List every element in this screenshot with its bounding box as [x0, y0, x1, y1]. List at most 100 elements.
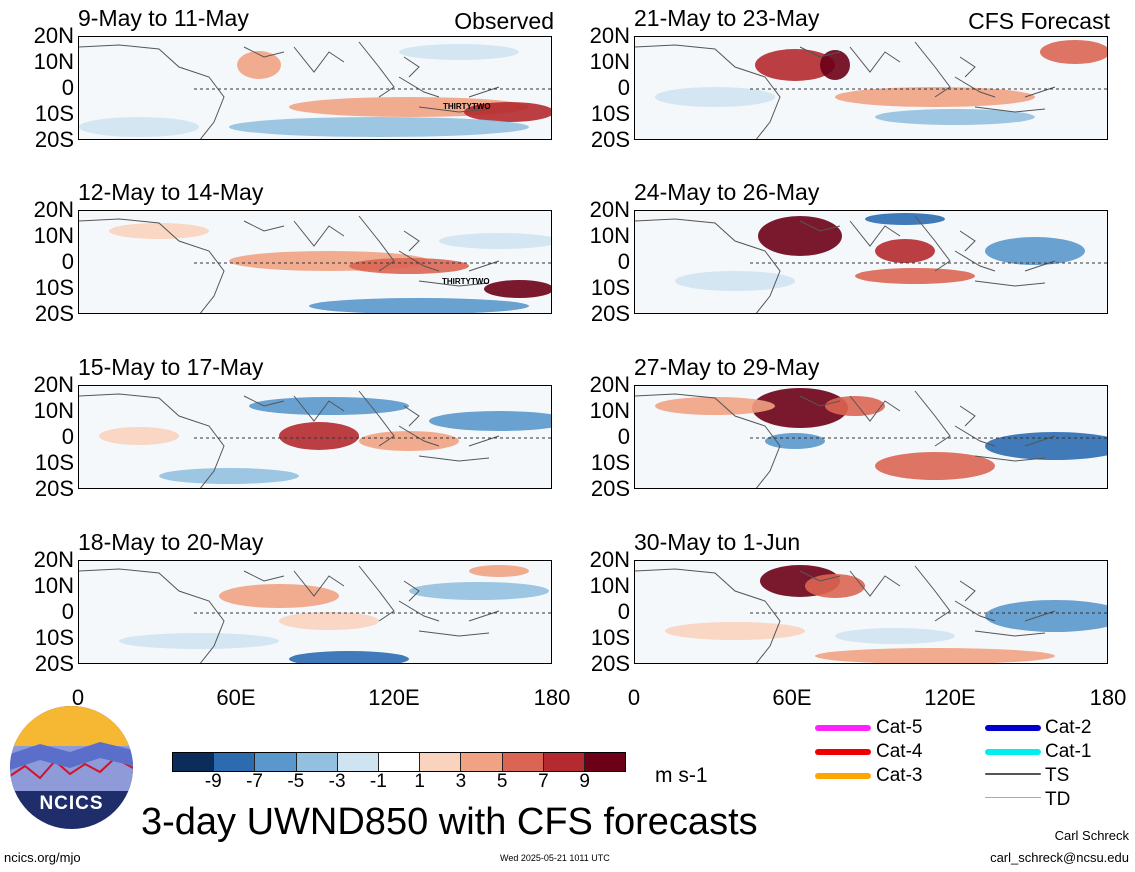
wind-anomaly-shape — [79, 117, 199, 137]
legend-label-ts: TS — [1045, 765, 1070, 786]
lat-label-left-2-0: 20N — [33, 197, 74, 222]
wind-anomaly-shape — [279, 612, 379, 630]
wind-anomaly-shape — [985, 237, 1085, 265]
lat-label-right-2-0: 20N — [589, 197, 630, 222]
wind-anomaly-shape — [409, 582, 549, 600]
map-panel-left-1 — [78, 36, 552, 140]
observed-tag: Observed — [454, 8, 554, 34]
lat-label-left-3-0: 20N — [33, 372, 74, 397]
wind-anomaly-shape — [484, 280, 551, 298]
legend-line-cat2 — [985, 725, 1041, 731]
colorbar-tick-label: 3 — [455, 771, 467, 792]
legend-label-cat3: Cat-3 — [876, 765, 923, 786]
legend-label-cat5: Cat-5 — [876, 717, 923, 738]
lon-label-left-120e: 120E — [368, 685, 420, 710]
colorbar-swatch — [461, 753, 503, 771]
legend-label-cat4: Cat-4 — [876, 741, 923, 762]
coastline — [635, 390, 1056, 488]
coastline — [79, 215, 500, 313]
wind-anomaly-shape — [985, 432, 1107, 460]
wind-anomaly-shape — [865, 213, 945, 225]
wind-anomaly-shape — [855, 268, 975, 284]
lon-label-right-180: 180 — [1089, 685, 1127, 710]
colorbar-tick-label: -9 — [204, 771, 222, 792]
lat-label-right-2-4: 20S — [590, 301, 630, 326]
legend-label-td: TD — [1045, 789, 1071, 810]
map-panel-left-3 — [78, 385, 552, 489]
colorbar-swatch — [337, 753, 379, 771]
wind-anomaly-shape — [875, 239, 935, 263]
lat-label-right-3-2: 0 — [617, 424, 630, 449]
footer-url[interactable]: ncics.org/mjo — [4, 850, 81, 865]
map-panel-right-2 — [634, 210, 1108, 314]
lat-label-right-1-1: 10N — [589, 49, 630, 74]
panel-title-forecast-4: 30-May to 1-Jun — [634, 529, 801, 555]
legend-line-cat1 — [985, 749, 1041, 755]
colorbar-tick-label: -5 — [287, 771, 305, 792]
colorbar — [172, 752, 626, 772]
wind-anomaly-shape — [675, 271, 795, 291]
colorbar-tick-label: -1 — [369, 771, 387, 792]
legend-label-cat1: Cat-1 — [1045, 741, 1092, 762]
wind-anomaly-shape — [249, 397, 409, 415]
lat-label-right-2-2: 0 — [617, 249, 630, 274]
wind-anomaly-shape — [219, 584, 339, 608]
wind-anomaly-shape — [279, 422, 359, 450]
wind-anomaly-shape — [399, 44, 519, 60]
wind-anomaly-shape — [99, 427, 179, 445]
colorbar-swatch — [214, 753, 256, 771]
map-panel-left-2 — [78, 210, 552, 314]
wind-anomaly-shape — [359, 431, 459, 451]
colorbar-tick-label: 7 — [538, 771, 549, 792]
legend-line-ts — [985, 773, 1041, 775]
wind-anomaly-shape — [109, 223, 209, 239]
lat-label-left-1-2: 0 — [61, 75, 74, 100]
colorbar-swatch — [173, 753, 215, 771]
wind-anomaly-shape — [655, 397, 775, 415]
lat-label-left-3-2: 0 — [61, 424, 74, 449]
footer-email[interactable]: carl_schreck@ncsu.edu — [990, 850, 1129, 865]
colorbar-swatch — [502, 753, 544, 771]
wind-anomaly-shape — [349, 258, 469, 274]
wind-anomaly-shape — [875, 452, 995, 480]
lat-label-left-1-3: 10S — [34, 101, 74, 126]
map-panel-left-4 — [78, 560, 552, 664]
legend-line-cat3 — [815, 773, 871, 779]
lat-label-left-4-1: 10N — [33, 573, 74, 598]
lat-label-right-1-0: 20N — [589, 23, 630, 48]
wind-anomaly-shape — [985, 600, 1107, 632]
colorbar-tick-label: -7 — [246, 771, 263, 792]
lat-label-left-4-2: 0 — [61, 599, 74, 624]
coastline — [635, 41, 1056, 139]
lat-label-left-2-2: 0 — [61, 249, 74, 274]
lon-label-right-120e: 120E — [924, 685, 976, 710]
panel-title-observed-2: 12-May to 14-May — [78, 179, 264, 205]
lat-label-left-2-4: 20S — [34, 301, 74, 326]
lat-label-left-1-0: 20N — [33, 23, 74, 48]
lat-label-right-1-2: 0 — [617, 75, 630, 100]
colorbar-swatch — [543, 753, 585, 771]
storm-label-1: THIRTYTWO — [443, 102, 491, 111]
lat-label-right-4-3: 10S — [590, 625, 630, 650]
logo-text: NCICS — [39, 793, 104, 814]
wind-anomaly-shape — [1040, 40, 1107, 64]
wind-anomaly-shape — [765, 433, 825, 449]
colorbar-swatch — [296, 753, 338, 771]
lat-label-left-1-4: 20S — [34, 127, 74, 152]
panel-title-observed-3: 15-May to 17-May — [78, 354, 264, 380]
wind-anomaly-shape — [469, 565, 529, 577]
lon-label-right-0: 0 — [627, 685, 641, 710]
wind-anomaly-shape — [758, 216, 842, 256]
wind-anomaly-shape — [429, 411, 551, 431]
lon-label-right-60e: 60E — [772, 685, 812, 710]
panel-title-observed-4: 18-May to 20-May — [78, 529, 264, 555]
legend-line-td — [985, 797, 1041, 798]
wind-anomaly-shape — [835, 628, 955, 644]
wind-anomaly-shape — [159, 468, 299, 484]
lat-label-left-2-1: 10N — [33, 223, 74, 248]
lat-label-left-4-0: 20N — [33, 547, 74, 572]
storm-label-2: THIRTYTWO — [442, 277, 490, 286]
wind-anomaly-shape — [815, 648, 1055, 663]
wind-anomaly-shape — [464, 102, 551, 122]
lat-label-left-4-4: 20S — [34, 651, 74, 676]
